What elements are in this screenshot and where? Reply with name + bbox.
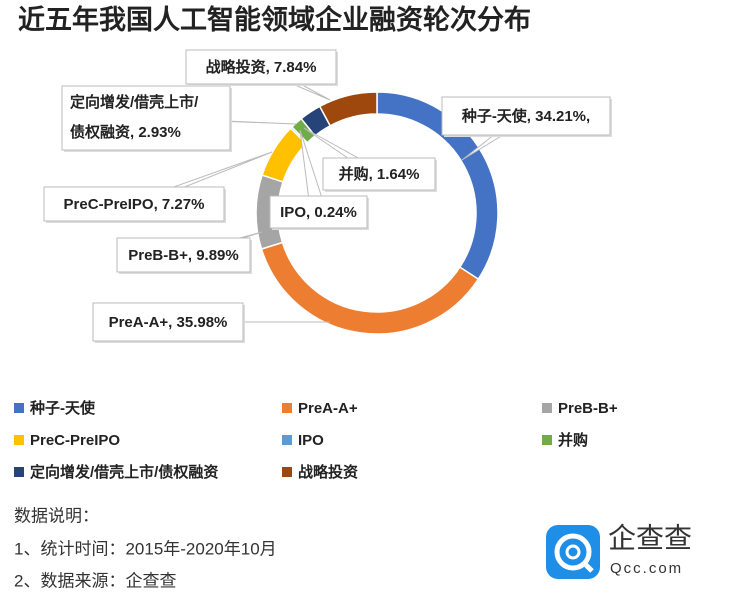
data-label: PreB-B+, 9.89% xyxy=(128,247,238,264)
data-label: IPO, 0.24% xyxy=(280,204,357,221)
note: 1、统计时间：2015年-2020年10月 xyxy=(14,539,277,558)
slice xyxy=(260,241,480,335)
legend-label: 战略投资 xyxy=(298,463,358,481)
legend-label: PreB-B+ xyxy=(558,400,618,417)
logo-icon xyxy=(554,533,592,571)
data-label: 并购, 1.64% xyxy=(339,165,420,183)
legend-label: PreC-PreIPO xyxy=(30,432,120,449)
chart-title: 近五年我国人工智能领域企业融资轮次分布 xyxy=(18,4,531,35)
legend-swatch xyxy=(14,435,24,445)
legend-label: 种子-天使 xyxy=(29,399,96,417)
label-box xyxy=(322,157,436,191)
note: 数据说明： xyxy=(14,506,99,525)
label-box xyxy=(92,302,244,342)
logo-icon xyxy=(565,544,581,560)
data-label: PreA-A+, 35.98% xyxy=(109,314,228,331)
legend-swatch xyxy=(542,403,552,413)
data-label: 种子-天使, 34.21%, xyxy=(461,107,590,125)
logo: 企查查 Qcc.com xyxy=(546,522,692,579)
data-label: PreC-PreIPO, 7.27% xyxy=(64,196,205,213)
legend-swatch xyxy=(14,467,24,477)
legend-label: IPO xyxy=(298,432,324,449)
logo-url: Qcc.com xyxy=(610,560,683,577)
slice xyxy=(318,91,378,127)
legend-swatch xyxy=(14,403,24,413)
logo-name: 企查查 xyxy=(608,522,692,553)
data-label: 债权融资, 2.93% xyxy=(70,123,181,141)
label-box xyxy=(61,85,231,151)
label-box xyxy=(116,237,251,273)
legend-label: 并购 xyxy=(558,431,588,449)
label-box xyxy=(43,186,225,222)
data-label: 定向增发/借壳上市/ xyxy=(70,93,199,111)
label-box xyxy=(185,49,337,85)
legend-swatch xyxy=(282,467,292,477)
legend-label: PreA-A+ xyxy=(298,400,358,417)
note: 2、数据来源：企查查 xyxy=(14,571,176,590)
legend-label: 定向增发/借壳上市/债权融资 xyxy=(30,463,218,481)
legend-swatch xyxy=(282,403,292,413)
label-box xyxy=(441,96,611,136)
logo-icon xyxy=(581,560,594,573)
data-label: 战略投资, 7.84% xyxy=(206,58,317,76)
legend-swatch xyxy=(542,435,552,445)
label-box xyxy=(269,195,368,229)
legend-swatch xyxy=(282,435,292,445)
